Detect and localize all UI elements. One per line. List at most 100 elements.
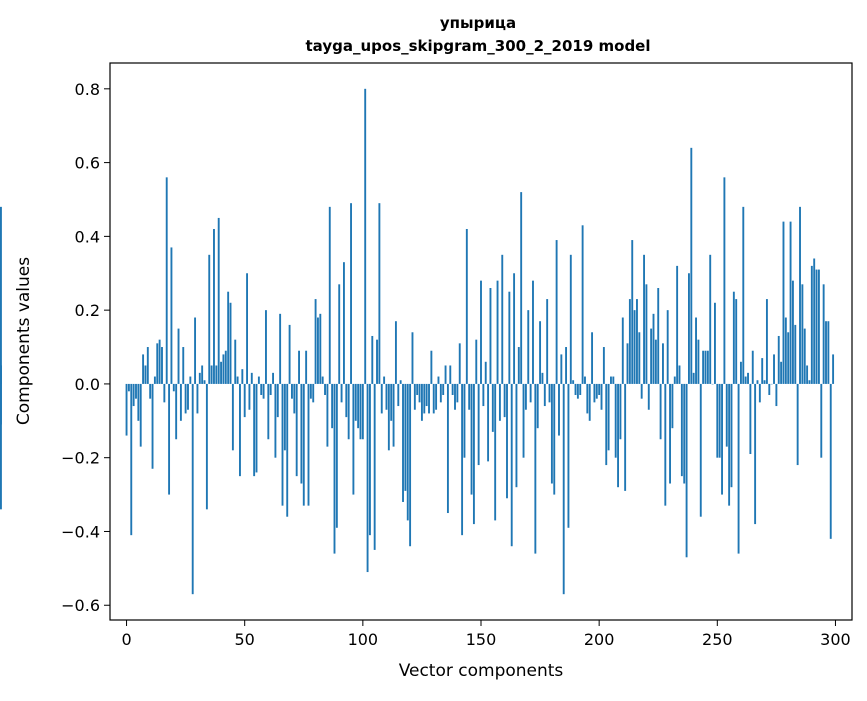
bar-275 [775, 384, 777, 406]
bar-245 [705, 351, 707, 384]
bar-116 [400, 380, 402, 384]
bar-153 [487, 384, 489, 461]
bar-77 [308, 384, 310, 506]
bar-25 [185, 384, 187, 414]
bar-150 [480, 281, 482, 384]
bar-140 [456, 384, 458, 402]
bar-256 [731, 384, 733, 487]
bar-208 [617, 384, 619, 487]
y-axis-ticks: −0.6−0.4−0.20.00.20.40.60.8 [61, 80, 110, 615]
bar-213 [629, 299, 631, 384]
bar-122 [414, 384, 416, 410]
bar-112 [390, 384, 392, 421]
bar-40 [220, 362, 222, 384]
bar-54 [253, 384, 255, 476]
bar-52 [248, 384, 250, 410]
bar-104 [371, 336, 373, 384]
bar-98 [357, 384, 359, 428]
bar-84 [324, 384, 326, 395]
bar-289 [809, 380, 811, 384]
bar-216 [636, 299, 638, 384]
bar-167 [520, 192, 522, 384]
bar-92 [343, 262, 345, 384]
bar-0 [126, 384, 128, 436]
bar-107 [378, 203, 380, 384]
bar-81 [317, 318, 319, 384]
bar-178 [546, 299, 548, 384]
bar-264 [749, 384, 751, 454]
bar-191 [577, 384, 579, 399]
bar-147 [473, 384, 475, 524]
bar-265 [752, 351, 754, 384]
bar-183 [558, 384, 560, 436]
bar-244 [702, 351, 704, 384]
bar-212 [627, 343, 629, 384]
bar-200 [598, 384, 600, 395]
bar-17 [166, 177, 168, 384]
x-tick-label: 300 [820, 630, 851, 649]
bar-298 [830, 384, 832, 539]
bar-32 [201, 365, 203, 383]
bar-51 [246, 273, 248, 384]
bar-263 [747, 373, 749, 384]
bar-270 [764, 380, 766, 384]
bar-233 [676, 266, 678, 384]
y-tick-label: −0.6 [61, 596, 100, 615]
bar-207 [615, 384, 617, 458]
bar-235 [681, 384, 683, 476]
bar-90 [338, 284, 340, 384]
bar-63 [274, 384, 276, 458]
bar-135 [445, 365, 447, 383]
bar-173 [534, 384, 536, 554]
bar-109 [383, 377, 385, 384]
bar-80 [315, 299, 317, 384]
y-tick-label: −0.2 [61, 449, 100, 468]
bar-157 [497, 281, 499, 384]
bar-226 [660, 384, 662, 439]
bar-79 [312, 384, 314, 402]
bar-117 [402, 384, 404, 502]
bar-204 [608, 384, 610, 450]
bar-3 [133, 384, 135, 406]
bar-10 [149, 384, 151, 399]
bar-113 [393, 384, 395, 447]
bar-294 [820, 384, 822, 458]
bar-72 [296, 384, 298, 476]
bar-89 [336, 384, 338, 528]
bar-48 [239, 384, 241, 476]
bar-70 [291, 384, 293, 399]
bar-278 [783, 222, 785, 384]
bar-152 [485, 362, 487, 384]
bar-5 [137, 384, 139, 421]
bar-205 [610, 377, 612, 384]
bar-206 [612, 377, 614, 384]
bar-190 [575, 384, 577, 395]
bar-250 [716, 384, 718, 458]
bar-65 [279, 314, 281, 384]
x-tick-label: 150 [466, 630, 497, 649]
x-axis-label: Vector components [399, 661, 564, 681]
bar-158 [499, 384, 501, 421]
y-tick-label: 0.0 [75, 375, 100, 394]
bar-281 [790, 222, 792, 384]
bar-295 [823, 284, 825, 384]
bar-222 [650, 329, 652, 384]
bar-285 [799, 207, 801, 384]
bar-142 [461, 384, 463, 535]
bar-53 [251, 373, 253, 384]
bar-123 [416, 384, 418, 395]
bar-168 [523, 384, 525, 458]
y-tick-label: 0.8 [75, 80, 100, 99]
bar-83 [322, 377, 324, 384]
bar-8 [145, 365, 147, 383]
bar-28 [192, 384, 194, 594]
bar-4 [135, 384, 137, 399]
bar-195 [586, 384, 588, 414]
bar-198 [593, 384, 595, 402]
bar-43 [227, 292, 229, 384]
bar-253 [723, 177, 725, 384]
bar-161 [506, 384, 508, 498]
bar-246 [707, 351, 709, 384]
bar-46 [234, 340, 236, 384]
bar-279 [785, 318, 787, 384]
